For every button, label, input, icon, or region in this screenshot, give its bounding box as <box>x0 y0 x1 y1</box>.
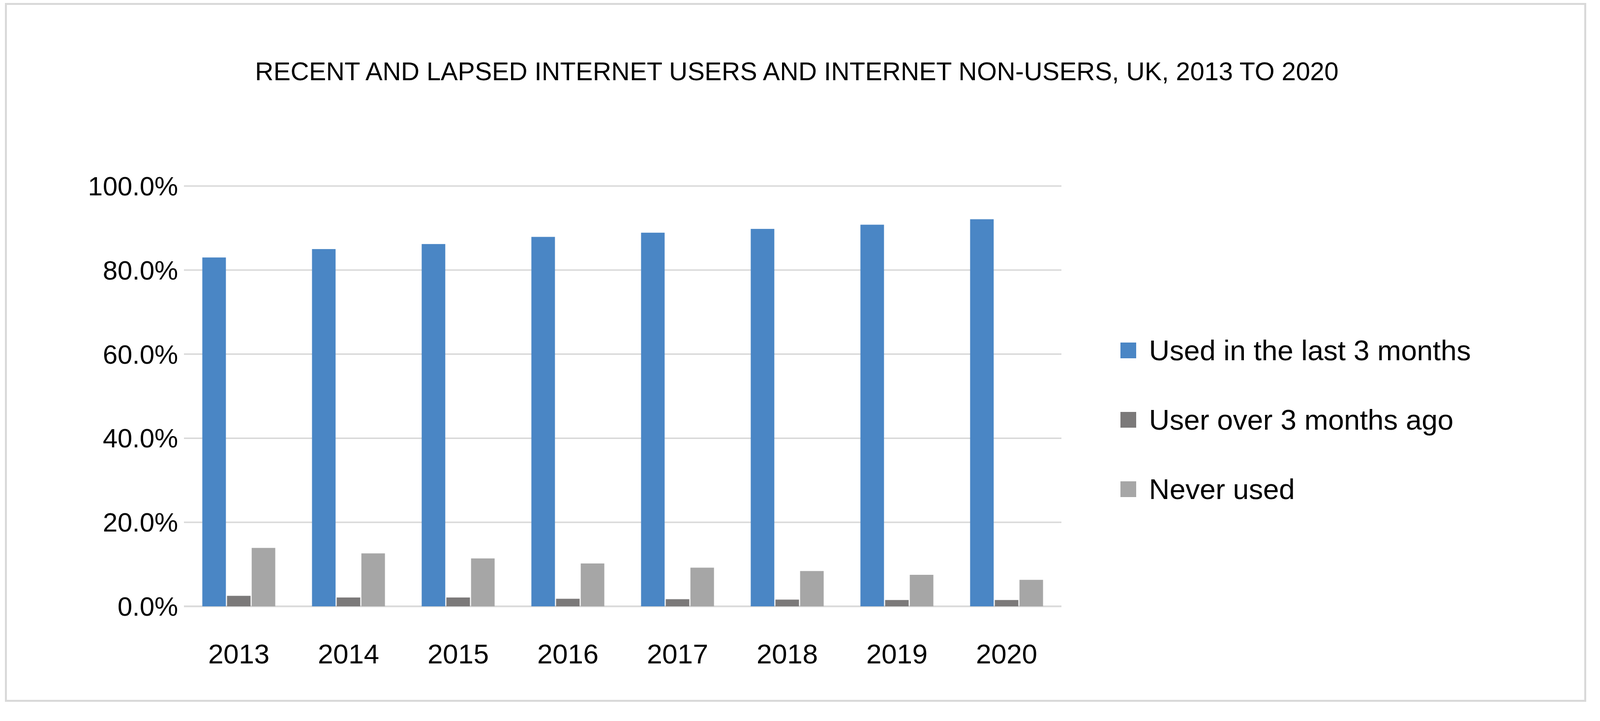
bar <box>690 567 715 606</box>
bars <box>202 218 1043 606</box>
x-tick-label: 2016 <box>537 637 599 669</box>
legend-swatch <box>1120 342 1137 359</box>
y-tick-label: 20.0% <box>102 507 179 537</box>
bar <box>531 236 555 606</box>
bar <box>800 570 824 606</box>
x-tick-label: 2018 <box>756 637 818 669</box>
bar <box>421 243 446 606</box>
grid-line <box>183 185 1062 187</box>
bar <box>750 228 775 606</box>
bar <box>580 563 605 606</box>
x-tick-label: 2015 <box>427 637 489 669</box>
bar <box>311 248 336 606</box>
y-tick-label: 60.0% <box>102 339 179 369</box>
bar <box>860 224 884 606</box>
y-tick-label: 100.0% <box>88 171 179 201</box>
x-tick-label: 2017 <box>646 637 709 669</box>
bar <box>361 552 386 606</box>
chart-svg: 0.0% 20.0% 40.0% 60.0% 80.0% 100.0% 2013 2014 20… <box>0 0 1600 721</box>
legend: Used in the last 3 months User over 3 mon… <box>1120 333 1471 505</box>
bar <box>446 597 471 606</box>
bar <box>909 574 934 606</box>
bar <box>1019 579 1044 606</box>
bar <box>227 595 251 606</box>
bar <box>471 558 495 606</box>
bar <box>969 218 994 606</box>
bar <box>336 597 361 606</box>
x-tick-label: 2019 <box>866 637 928 669</box>
bar <box>665 598 690 606</box>
legend-swatch <box>1120 481 1137 497</box>
y-tick-label: 80.0% <box>102 255 179 285</box>
legend-label: Never used <box>1148 472 1296 505</box>
bar <box>202 257 226 606</box>
x-tick-label: 2013 <box>208 637 270 669</box>
bar <box>995 599 1019 606</box>
bar <box>251 547 276 606</box>
legend-swatch <box>1120 411 1137 428</box>
bar <box>885 599 909 606</box>
bar <box>775 599 800 606</box>
bar <box>640 232 665 606</box>
grid <box>183 185 1062 606</box>
x-tick-label: 2020 <box>975 637 1038 669</box>
y-tick-label: 40.0% <box>102 422 179 453</box>
bar <box>556 598 580 606</box>
x-tick-label: 2014 <box>317 637 380 669</box>
y-tick-label: 0.0% <box>117 591 179 621</box>
legend-label: User over 3 months ago <box>1148 403 1454 436</box>
chart-title: RECENT AND LAPSED INTERNET USERS AND INT… <box>162 49 1432 94</box>
legend-label: Used in the last 3 months <box>1148 333 1471 366</box>
